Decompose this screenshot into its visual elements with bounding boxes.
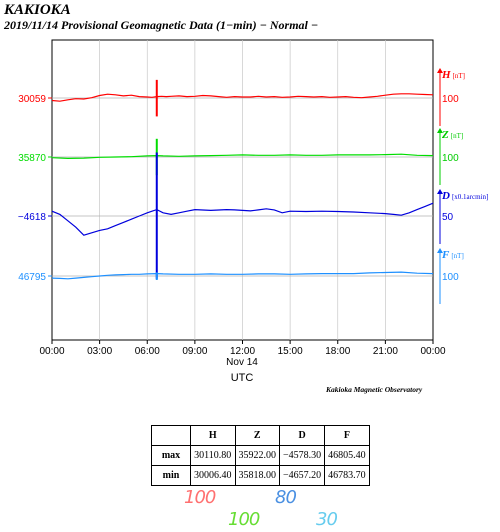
scale-number: 100 — [228, 509, 260, 530]
table-cell: 46805.40 — [324, 445, 370, 466]
x-tick-label: 03:00 — [87, 346, 112, 357]
scale-number: 30 — [316, 509, 338, 530]
series-line-D — [51, 202, 434, 236]
table-corner — [151, 425, 191, 446]
series-line-F — [51, 271, 434, 280]
x-tick-label: 00:00 — [420, 346, 445, 357]
table-cell: 30110.80 — [190, 445, 236, 466]
x-tick-label: 15:00 — [278, 346, 303, 357]
scale-arrowhead — [437, 248, 443, 253]
scale-value: 100 — [442, 153, 459, 164]
unit-label: D [x0.1arcmin] — [441, 190, 488, 202]
series-line-H — [51, 93, 434, 102]
observatory-credit: Kakioka Magnetic Observatory — [326, 385, 423, 394]
table-cell: −4657.20 — [278, 465, 326, 486]
table-row: max 30110.80 35922.00 −4578.30 46805.40 — [151, 445, 370, 466]
scale-value: 100 — [442, 94, 459, 105]
x-tick-label: 09:00 — [182, 346, 207, 357]
geomagnetic-chart: Nov 14 UTC 00:00 03:00 06:00 09:00 12:00 15:0… — [18, 39, 488, 384]
table-header: D — [278, 425, 326, 446]
row-label: min — [151, 465, 191, 486]
baseline-label: −4618 — [18, 212, 47, 223]
table-cell: 35922.00 — [234, 445, 280, 466]
unit-label: H [nT] — [441, 69, 465, 81]
series-line-Z — [51, 153, 434, 160]
table-cell: −4578.30 — [278, 445, 326, 466]
series-layer — [51, 79, 434, 280]
scale-arrowhead — [437, 68, 443, 73]
x-tick-label: 00:00 — [39, 346, 64, 357]
baseline-label: 30059 — [18, 94, 46, 105]
row-label: max — [151, 445, 191, 466]
chart-grid — [52, 40, 433, 340]
table-header-row: H Z D F — [151, 425, 370, 446]
scale-number: 80 — [275, 487, 297, 508]
baseline-label: 35870 — [18, 153, 46, 164]
unit-label: Z [nT] — [441, 129, 463, 141]
stats-table: H Z D F max 30110.80 35922.00 −4578.30 4… — [151, 425, 370, 486]
axis-layer: Nov 14 UTC 00:00 03:00 06:00 09:00 12:00 15:0… — [18, 68, 488, 384]
table-header: H — [190, 425, 236, 446]
scale-arrowhead — [437, 189, 443, 194]
table-cell: 30006.40 — [190, 465, 236, 486]
scale-number: 100 — [184, 487, 216, 508]
scale-arrowhead — [437, 128, 443, 133]
x-tick-label: 18:00 — [325, 346, 350, 357]
table-header: F — [324, 425, 370, 446]
x-tick-label: 21:00 — [373, 346, 398, 357]
x-tick-label: 12:00 — [230, 346, 255, 357]
x-axis-label: UTC — [231, 372, 254, 384]
table-row: min 30006.40 35818.00 −4657.20 46783.70 — [151, 465, 370, 486]
unit-label: F [nT] — [441, 249, 464, 261]
table-header: Z — [234, 425, 280, 446]
scale-value: 50 — [442, 212, 454, 223]
chart-subtitle: 2019/11/14 Provisional Geomagnetic Data … — [4, 18, 319, 32]
scale-value: 100 — [442, 272, 459, 283]
station-title: KAKIOKA — [4, 2, 71, 18]
table-cell: 46783.70 — [324, 465, 370, 486]
baseline-label: 46795 — [18, 272, 46, 283]
x-date-label: Nov 14 — [226, 357, 258, 368]
x-tick-label: 06:00 — [135, 346, 160, 357]
table-cell: 35818.00 — [234, 465, 280, 486]
